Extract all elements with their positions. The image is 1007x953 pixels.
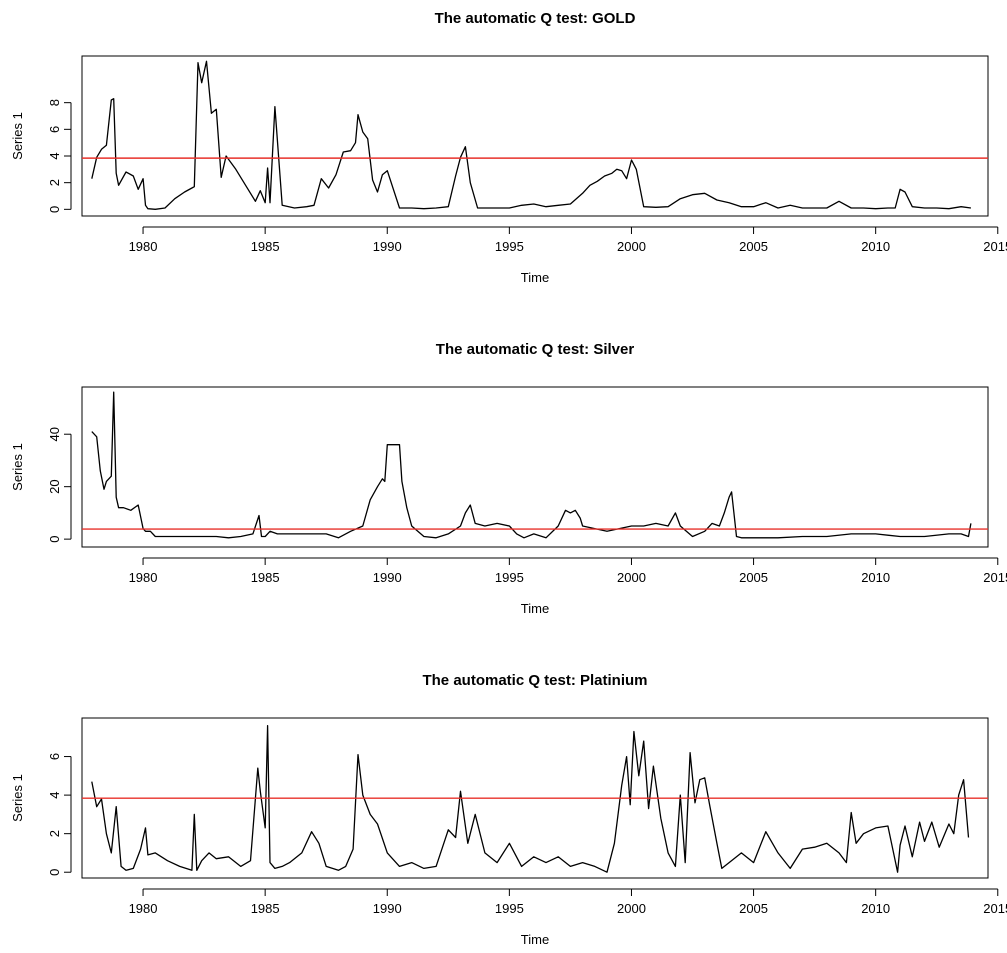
y-axis-label: Series 1 <box>10 443 25 491</box>
y-tick-label: 0 <box>47 206 62 213</box>
y-tick-label: 6 <box>47 753 62 760</box>
chart-title: The automatic Q test: Platinium <box>422 672 647 689</box>
y-tick-label: 4 <box>47 152 62 159</box>
x-axis-label: Time <box>521 601 549 616</box>
x-tick-label: 2005 <box>739 570 768 585</box>
x-tick-label: 1985 <box>251 570 280 585</box>
x-tick-label: 1985 <box>251 239 280 254</box>
plot-frame <box>81 386 989 548</box>
y-tick-label: 6 <box>47 126 62 133</box>
series-line <box>91 60 971 210</box>
x-tick-label: 1995 <box>495 570 524 585</box>
y-tick-label: 4 <box>47 791 62 798</box>
plot-frame <box>81 55 989 217</box>
series-line <box>91 391 972 539</box>
x-tick-label: 1995 <box>495 239 524 254</box>
x-tick-label: 2015 <box>983 239 1007 254</box>
series-line <box>91 725 970 873</box>
chart-gold: The automatic Q test: GOLD Time Series 1… <box>10 10 1007 285</box>
x-tick-label: 2010 <box>861 239 890 254</box>
x-tick-label: 2000 <box>617 570 646 585</box>
y-tick-label: 0 <box>47 869 62 876</box>
x-tick-label: 2005 <box>739 239 768 254</box>
y-tick-label: 2 <box>47 830 62 837</box>
x-tick-label: 1980 <box>129 901 158 916</box>
y-tick-label: 20 <box>47 479 62 493</box>
x-tick-label: 1995 <box>495 901 524 916</box>
y-tick-label: 0 <box>47 536 62 543</box>
chart-title: The automatic Q test: GOLD <box>435 10 636 27</box>
x-axis-label: Time <box>521 270 549 285</box>
y-tick-label: 40 <box>47 427 62 441</box>
x-axis-label: Time <box>521 932 549 947</box>
x-tick-label: 2010 <box>861 570 890 585</box>
y-axis-label: Series 1 <box>10 774 25 822</box>
x-tick-label: 1990 <box>373 570 402 585</box>
x-tick-label: 1980 <box>129 239 158 254</box>
x-tick-label: 2005 <box>739 901 768 916</box>
x-tick-label: 2000 <box>617 901 646 916</box>
chart-title: The automatic Q test: Silver <box>436 341 635 358</box>
x-tick-label: 1985 <box>251 901 280 916</box>
y-tick-label: 2 <box>47 179 62 186</box>
x-tick-label: 2015 <box>983 901 1007 916</box>
y-tick-label: 8 <box>47 99 62 106</box>
chart-platinium: The automatic Q test: Platinium Time Ser… <box>10 672 1007 947</box>
y-axis-label: Series 1 <box>10 112 25 160</box>
x-tick-label: 1980 <box>129 570 158 585</box>
chart-silver: The automatic Q test: Silver Time Series… <box>10 341 1007 616</box>
x-tick-label: 2000 <box>617 239 646 254</box>
x-tick-label: 2015 <box>983 570 1007 585</box>
x-tick-label: 2010 <box>861 901 890 916</box>
x-tick-label: 1990 <box>373 901 402 916</box>
x-tick-label: 1990 <box>373 239 402 254</box>
